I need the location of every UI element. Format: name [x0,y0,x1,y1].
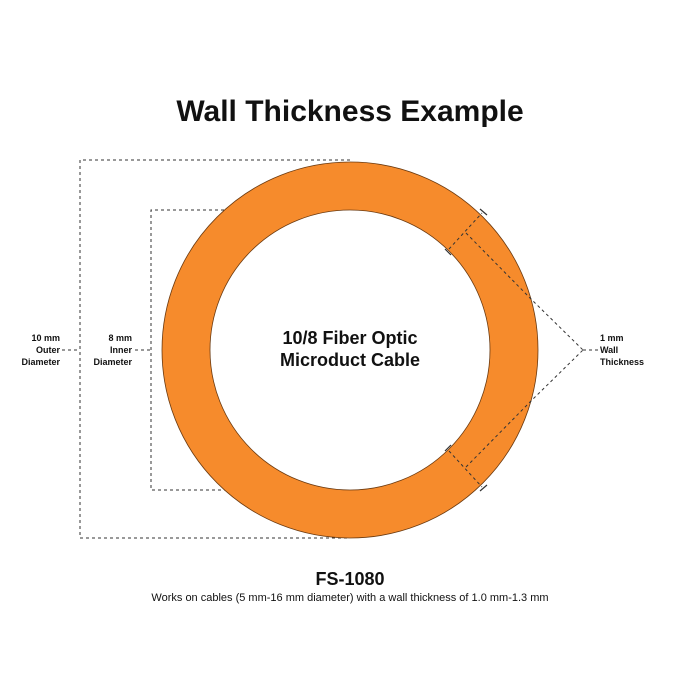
center-label: 10/8 Fiber Optic Microduct Cable [230,327,470,371]
page-title: Wall Thickness Example [176,95,524,128]
tick-mark [444,248,452,256]
label-line: Outer [35,345,60,355]
wall-measure-top [448,212,584,351]
description: Works on cables (5 mm-16 mm diameter) wi… [151,592,549,604]
tick-mark [479,208,488,216]
label-line: 8 mm [108,333,132,343]
label-line: Diameter [21,357,60,367]
label-line: 1 mm [600,333,624,343]
inner-diameter-label: 8 mm Inner Diameter [82,332,132,368]
tick-mark [444,444,452,452]
center-label-line: Microduct Cable [279,350,421,370]
outer-diameter-label: 10 mm Outer Diameter [10,332,60,368]
wall-thickness-label: 1 mm Wall Thickness [600,332,660,368]
label-line: Diameter [93,357,132,367]
tick-mark [479,484,488,492]
inner-hole [209,209,491,491]
label-line: Inner [109,345,132,355]
model-number: FS-1080 [315,569,385,589]
label-line: Thickness [600,357,645,367]
label-line: Wall [600,345,619,355]
wall-measure-bottom [448,349,584,488]
label-line: 10 mm [31,333,60,343]
outer-diameter-bracket [79,159,350,539]
center-label-line: 10/8 Fiber Optic [282,328,418,348]
